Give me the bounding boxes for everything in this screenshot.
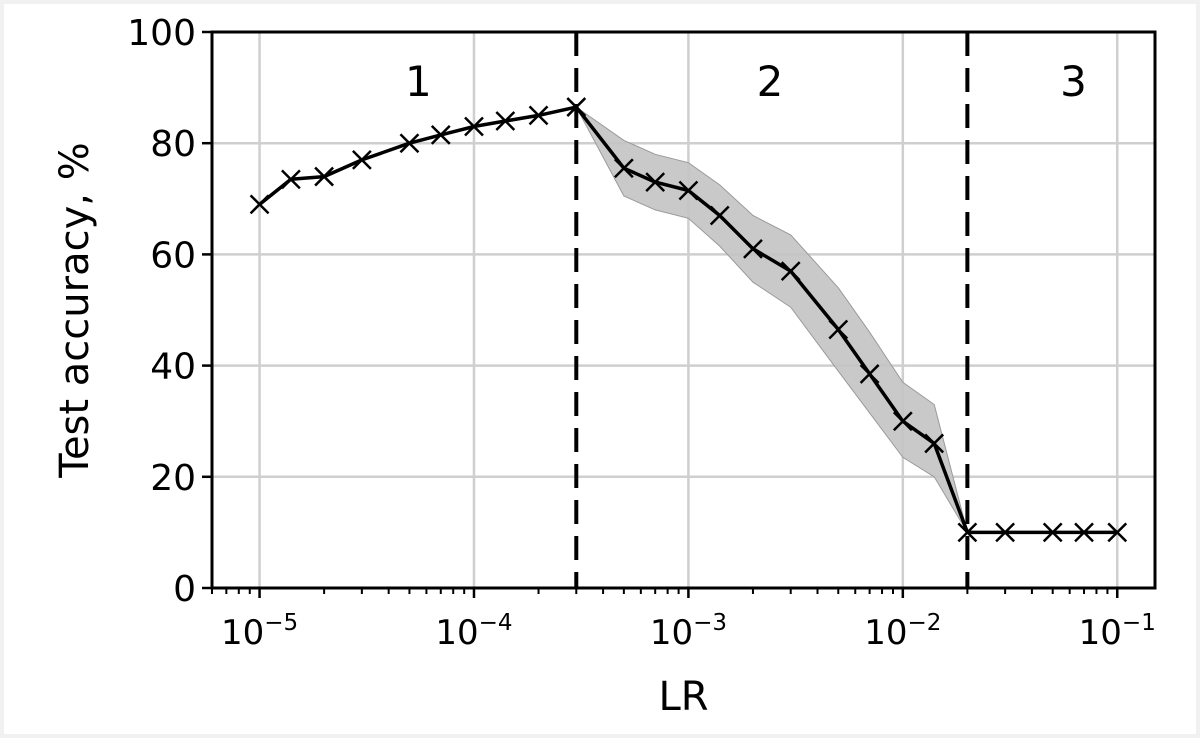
data-point-marker bbox=[528, 105, 549, 126]
data-point-marker bbox=[859, 364, 880, 384]
x-tick-label: 10−3 bbox=[650, 610, 727, 653]
phase-boundaries bbox=[574, 32, 970, 588]
series-markers bbox=[249, 97, 1128, 543]
data-point-marker bbox=[281, 169, 301, 190]
data-point-marker bbox=[495, 111, 516, 131]
region-label: 2 bbox=[757, 57, 784, 106]
x-tick-label: 10−1 bbox=[1079, 610, 1156, 653]
x-tick-label: 10−2 bbox=[864, 610, 941, 653]
data-point-marker bbox=[351, 149, 372, 170]
data-point-marker bbox=[743, 238, 763, 259]
y-tick-label: 100 bbox=[127, 13, 196, 54]
x-axis-label: LR bbox=[658, 674, 708, 720]
region-label: 3 bbox=[1060, 57, 1087, 106]
data-point-marker bbox=[957, 522, 978, 543]
data-point-marker bbox=[314, 166, 334, 187]
y-axis-label: Test accuracy, % bbox=[52, 142, 98, 478]
data-point-marker bbox=[1107, 522, 1128, 543]
y-tick-label: 60 bbox=[150, 235, 196, 276]
data-point-marker bbox=[995, 522, 1016, 543]
y-tick-label: 80 bbox=[150, 124, 196, 165]
data-point-marker bbox=[678, 180, 699, 201]
y-tick-label: 20 bbox=[150, 458, 196, 499]
data-point-marker bbox=[249, 194, 270, 215]
data-point-marker bbox=[399, 133, 420, 154]
region-label: 1 bbox=[405, 57, 432, 106]
data-point-marker bbox=[1042, 522, 1063, 543]
data-point-marker bbox=[1074, 522, 1094, 543]
y-tick-label: 0 bbox=[173, 569, 196, 610]
data-point-marker bbox=[828, 319, 849, 340]
data-point-marker bbox=[430, 124, 451, 145]
data-point-marker bbox=[645, 172, 666, 193]
x-tick-label: 10−5 bbox=[221, 610, 298, 653]
data-point-marker bbox=[464, 116, 484, 137]
region-labels: 1 2 3 bbox=[405, 57, 1087, 106]
y-tick-label: 40 bbox=[150, 347, 196, 388]
axes-frame bbox=[210, 30, 1157, 590]
data-point-marker bbox=[613, 158, 634, 179]
data-point-marker bbox=[780, 261, 801, 281]
data-point-marker bbox=[709, 205, 730, 226]
axis-ticks: 10−5 10−4 10−3 10−2 10−1 0 20 40 60 80 100 bbox=[127, 13, 1156, 653]
data-point-marker bbox=[892, 411, 913, 432]
data-point-marker bbox=[566, 97, 587, 117]
grid-lines bbox=[212, 32, 1155, 588]
x-tick-label: 10−4 bbox=[435, 610, 512, 653]
data-point-marker bbox=[924, 433, 945, 454]
